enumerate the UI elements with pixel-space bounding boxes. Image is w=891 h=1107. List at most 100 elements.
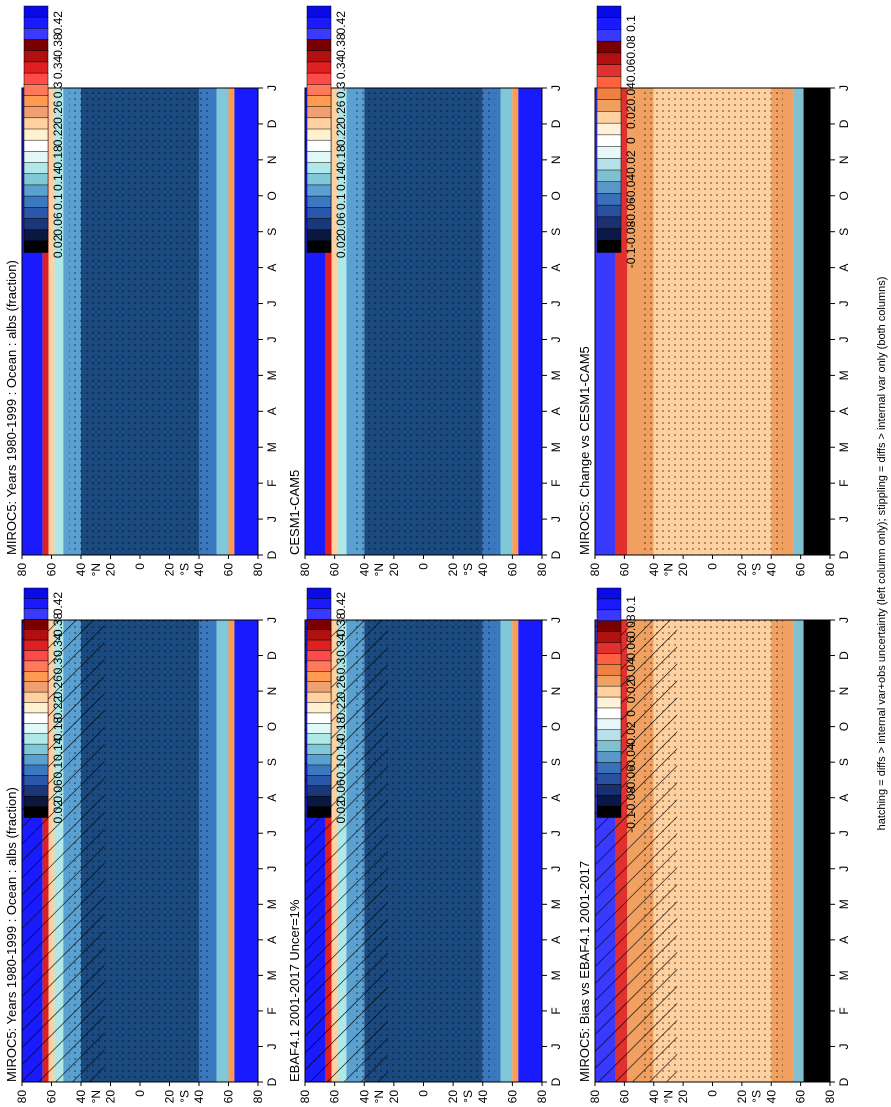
colorbar-label: 0.02 bbox=[334, 234, 348, 258]
colorbar-label: -0.08 bbox=[624, 220, 638, 248]
colorbar-swatch bbox=[596, 64, 622, 78]
colorbar-swatch bbox=[23, 639, 49, 652]
hemisphere-label: °N bbox=[89, 563, 103, 576]
colorbar-swatch bbox=[306, 84, 332, 97]
colorbar-swatch bbox=[23, 84, 49, 97]
colorbar-label: 0.1 bbox=[51, 193, 65, 210]
chart-title: MIROC5: Bias vs EBAF4.1 2001-2017 bbox=[577, 861, 592, 1082]
colorbar-swatch bbox=[306, 50, 332, 63]
colorbar-swatch bbox=[306, 207, 332, 220]
chart-panel-4: CESM1-CAM5 D J F M A M J J A S O N D J 80 60 40 20 0 20 40 60 8… bbox=[287, 5, 563, 577]
y-tick-label: 60 bbox=[222, 563, 236, 577]
heatmap-band bbox=[500, 88, 513, 555]
colorbar-swatch bbox=[23, 229, 49, 242]
colorbar-swatch bbox=[306, 806, 332, 818]
colorbar-label: 0.34 bbox=[334, 633, 348, 657]
colorbar-swatch bbox=[306, 629, 332, 641]
hemisphere-label: °S bbox=[461, 563, 475, 576]
y-tick-label: 0 bbox=[706, 1090, 720, 1097]
y-tick-label: 80 bbox=[588, 563, 602, 577]
y-tick-label: 40 bbox=[476, 563, 490, 577]
y-tick-label: 20 bbox=[163, 1090, 177, 1104]
colorbar-label: 0.04 bbox=[624, 658, 638, 682]
colorbar-swatch bbox=[306, 195, 332, 209]
colorbar-swatch bbox=[596, 216, 622, 230]
colorbar-swatch bbox=[306, 173, 332, 186]
chart-panel-3: EBAF4.1 2001-2017 Uncer=1% D J F M A M J J A S O N D J… bbox=[287, 587, 563, 1103]
colorbar-swatch bbox=[596, 146, 622, 160]
colorbar-label: 0.06 bbox=[334, 212, 348, 236]
stippling-overlay bbox=[352, 88, 495, 555]
hemisphere-label: °N bbox=[89, 1090, 103, 1103]
colorbar-swatch bbox=[306, 229, 332, 242]
colorbar-swatch bbox=[23, 712, 49, 725]
x-tick-label: O bbox=[837, 191, 851, 200]
chart-panel-6: MIROC5: Change vs CESM1-CAM5 D J F M A M J J A S O N… bbox=[577, 5, 851, 577]
colorbar-label: 0.42 bbox=[334, 11, 348, 35]
y-tick-label: 60 bbox=[505, 563, 519, 577]
colorbar-swatch bbox=[23, 785, 49, 797]
x-tick-label: D bbox=[549, 651, 563, 660]
colorbar-swatch bbox=[596, 134, 622, 148]
x-tick-label: A bbox=[549, 264, 563, 272]
colorbar-swatch bbox=[23, 240, 49, 253]
x-tick-label: S bbox=[265, 228, 279, 236]
x-tick-label: J bbox=[549, 85, 563, 91]
hemisphere-label: °S bbox=[177, 563, 191, 576]
chart-panel-2: MIROC5: Years 1980-1999 : Ocean : albs (… bbox=[4, 5, 279, 577]
colorbar-label: 0.26 bbox=[51, 675, 65, 699]
colorbar-label: -0.02 bbox=[624, 721, 638, 749]
colorbar-swatch bbox=[306, 72, 332, 86]
colorbar-swatch bbox=[23, 173, 49, 186]
colorbar-swatch bbox=[596, 193, 622, 206]
y-tick-label: 20 bbox=[676, 563, 690, 577]
x-tick-label: O bbox=[549, 191, 563, 200]
colorbar-swatch bbox=[23, 775, 49, 787]
colorbar-swatch bbox=[596, 631, 622, 644]
y-tick-label: 20 bbox=[735, 1090, 749, 1104]
x-tick-label: J bbox=[265, 301, 279, 307]
colorbar-swatch bbox=[596, 111, 622, 124]
x-tick-label: S bbox=[837, 758, 851, 766]
colorbar-swatch bbox=[596, 40, 622, 54]
colorbar-swatch bbox=[23, 587, 49, 600]
colorbar-swatch bbox=[23, 162, 49, 175]
colorbar-label: 0.34 bbox=[51, 55, 65, 79]
heatmap-band bbox=[793, 88, 804, 555]
x-tick-label: D bbox=[265, 651, 279, 660]
hemisphere-label: °N bbox=[372, 1090, 386, 1103]
colorbar-swatch bbox=[596, 784, 622, 796]
y-tick-label: 60 bbox=[328, 563, 342, 577]
stippling-overlay bbox=[352, 620, 495, 1082]
y-tick-label: 40 bbox=[74, 1090, 88, 1104]
y-tick-label: 80 bbox=[535, 563, 549, 577]
colorbar-swatch bbox=[23, 754, 49, 766]
colorbar-swatch bbox=[596, 707, 622, 720]
colorbar: 0.1 0.080.060.040.02 0 -0.02-0.04-0.06-0.08… bbox=[596, 5, 638, 268]
y-tick-label: 40 bbox=[192, 563, 206, 577]
colorbar-swatch bbox=[306, 240, 332, 253]
y-tick-label: 20 bbox=[104, 1090, 118, 1104]
x-tick-label: D bbox=[265, 119, 279, 128]
heatmap-band bbox=[331, 88, 338, 555]
colorbar-swatch bbox=[23, 151, 49, 164]
chart-title: MIROC5: Years 1980-1999 : Ocean : albs (… bbox=[4, 260, 19, 555]
colorbar-swatch bbox=[23, 629, 49, 641]
heatmap-band bbox=[216, 88, 229, 555]
x-tick-label: A bbox=[265, 264, 279, 272]
heatmap-band bbox=[42, 88, 49, 555]
x-tick-label: A bbox=[549, 794, 563, 802]
stippling-overlay bbox=[642, 88, 783, 555]
colorbar-swatch bbox=[23, 106, 49, 119]
colorbar-swatch bbox=[596, 52, 622, 66]
y-tick-label: 20 bbox=[735, 563, 749, 577]
colorbar-swatch bbox=[596, 29, 622, 42]
colorbar-swatch bbox=[306, 618, 332, 631]
colorbar-label: 0.22 bbox=[334, 696, 348, 720]
y-tick-label: 80 bbox=[588, 1090, 602, 1104]
x-tick-label: J bbox=[837, 1043, 851, 1049]
x-tick-label: D bbox=[837, 1077, 851, 1086]
colorbar-label: 0.3 bbox=[334, 81, 348, 98]
y-tick-label: 40 bbox=[764, 1090, 778, 1104]
colorbar: 0.420.380.340.30.260.220.180.140.10.060.… bbox=[306, 587, 348, 823]
